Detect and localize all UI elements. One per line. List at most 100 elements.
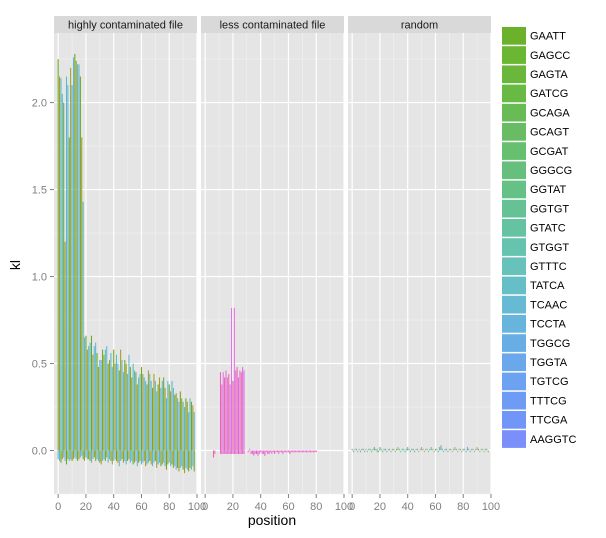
bar: [188, 412, 190, 451]
bar: [175, 393, 177, 451]
legend-label: TGGCG: [530, 338, 570, 350]
bar: [486, 448, 488, 451]
bar: [140, 367, 142, 451]
bar: [67, 85, 69, 451]
bar: [468, 448, 470, 451]
x-tick-label: 100: [482, 501, 500, 513]
bar: [153, 450, 155, 463]
bar: [236, 367, 238, 451]
legend-swatch: [502, 257, 526, 276]
bar: [71, 85, 73, 451]
bar: [404, 450, 406, 453]
bar: [189, 450, 191, 468]
bar: [192, 450, 194, 467]
bar: [487, 450, 489, 453]
bar: [452, 448, 455, 451]
bar: [121, 360, 123, 451]
bar: [382, 450, 384, 453]
bar: [226, 450, 228, 454]
facet-strip: [201, 16, 344, 33]
bar: [170, 450, 172, 467]
bar: [172, 450, 174, 468]
bar: [186, 450, 188, 470]
bar: [437, 450, 439, 453]
bar: [484, 448, 486, 451]
bar: [192, 405, 194, 451]
bar: [152, 387, 154, 451]
legend-label: GTGGT: [530, 242, 569, 254]
y-tick-label: 0.0: [32, 446, 47, 458]
x-tick-label: 0: [349, 501, 355, 513]
bar: [354, 448, 356, 451]
bar: [77, 450, 79, 461]
bar: [124, 450, 126, 461]
bar: [95, 342, 97, 451]
bar: [261, 450, 263, 454]
bar: [57, 450, 59, 460]
bar: [308, 450, 310, 453]
bar: [240, 450, 242, 454]
bar: [365, 448, 367, 451]
bar: [250, 450, 252, 454]
bar: [134, 450, 136, 463]
bar: [171, 380, 173, 451]
bar: [279, 450, 281, 453]
bar: [290, 450, 292, 453]
bar: [178, 450, 180, 472]
bar: [190, 450, 192, 470]
legend-swatch: [502, 27, 526, 45]
bar: [222, 372, 224, 451]
bar: [228, 450, 230, 454]
legend: GAATT GAGCC GAGTA GATCG GCAGA GCAGT GCGAT GGGCG…: [502, 27, 577, 448]
bar: [72, 57, 74, 451]
legend-swatch: [502, 180, 526, 199]
bar: [65, 450, 68, 465]
bar: [219, 450, 221, 454]
bar: [262, 450, 264, 454]
legend-label: GCAGT: [530, 127, 569, 139]
bar: [287, 450, 289, 453]
bar: [190, 401, 192, 451]
bar: [418, 450, 420, 453]
bar: [448, 448, 450, 451]
bar: [61, 450, 63, 460]
bar: [364, 450, 366, 453]
legend-item: GTTTC: [502, 257, 567, 276]
bar: [378, 450, 380, 453]
bar: [401, 448, 403, 451]
legend-item: AAGGTC: [502, 430, 577, 448]
bar: [188, 450, 190, 472]
y-axis-label: kl: [7, 260, 23, 270]
bar: [408, 448, 410, 451]
bar: [107, 363, 109, 451]
bar: [71, 450, 73, 461]
bar: [99, 360, 101, 451]
bar: [138, 377, 140, 451]
bar: [115, 450, 117, 461]
bar: [439, 447, 441, 451]
bar: [397, 447, 399, 451]
bar: [353, 450, 355, 453]
bar: [409, 450, 411, 453]
bar: [182, 401, 184, 451]
bar: [68, 137, 70, 451]
legend-label: GGTAT: [530, 184, 567, 196]
bar: [147, 450, 149, 463]
bar: [444, 448, 446, 451]
bar: [174, 394, 176, 451]
facet-panel: random 0 20 40 60 80 100: [348, 16, 500, 513]
bar: [68, 450, 70, 461]
legend-label: GAGCC: [530, 50, 570, 62]
bar: [229, 384, 231, 451]
bar: [239, 450, 241, 454]
bar: [315, 450, 317, 453]
legend-swatch: [502, 276, 526, 295]
bar: [242, 450, 244, 454]
bar: [59, 450, 61, 461]
bar: [483, 450, 485, 453]
bar: [419, 448, 421, 451]
bar: [135, 450, 137, 461]
bar: [376, 450, 378, 453]
bar: [121, 450, 123, 460]
bar: [128, 450, 130, 460]
